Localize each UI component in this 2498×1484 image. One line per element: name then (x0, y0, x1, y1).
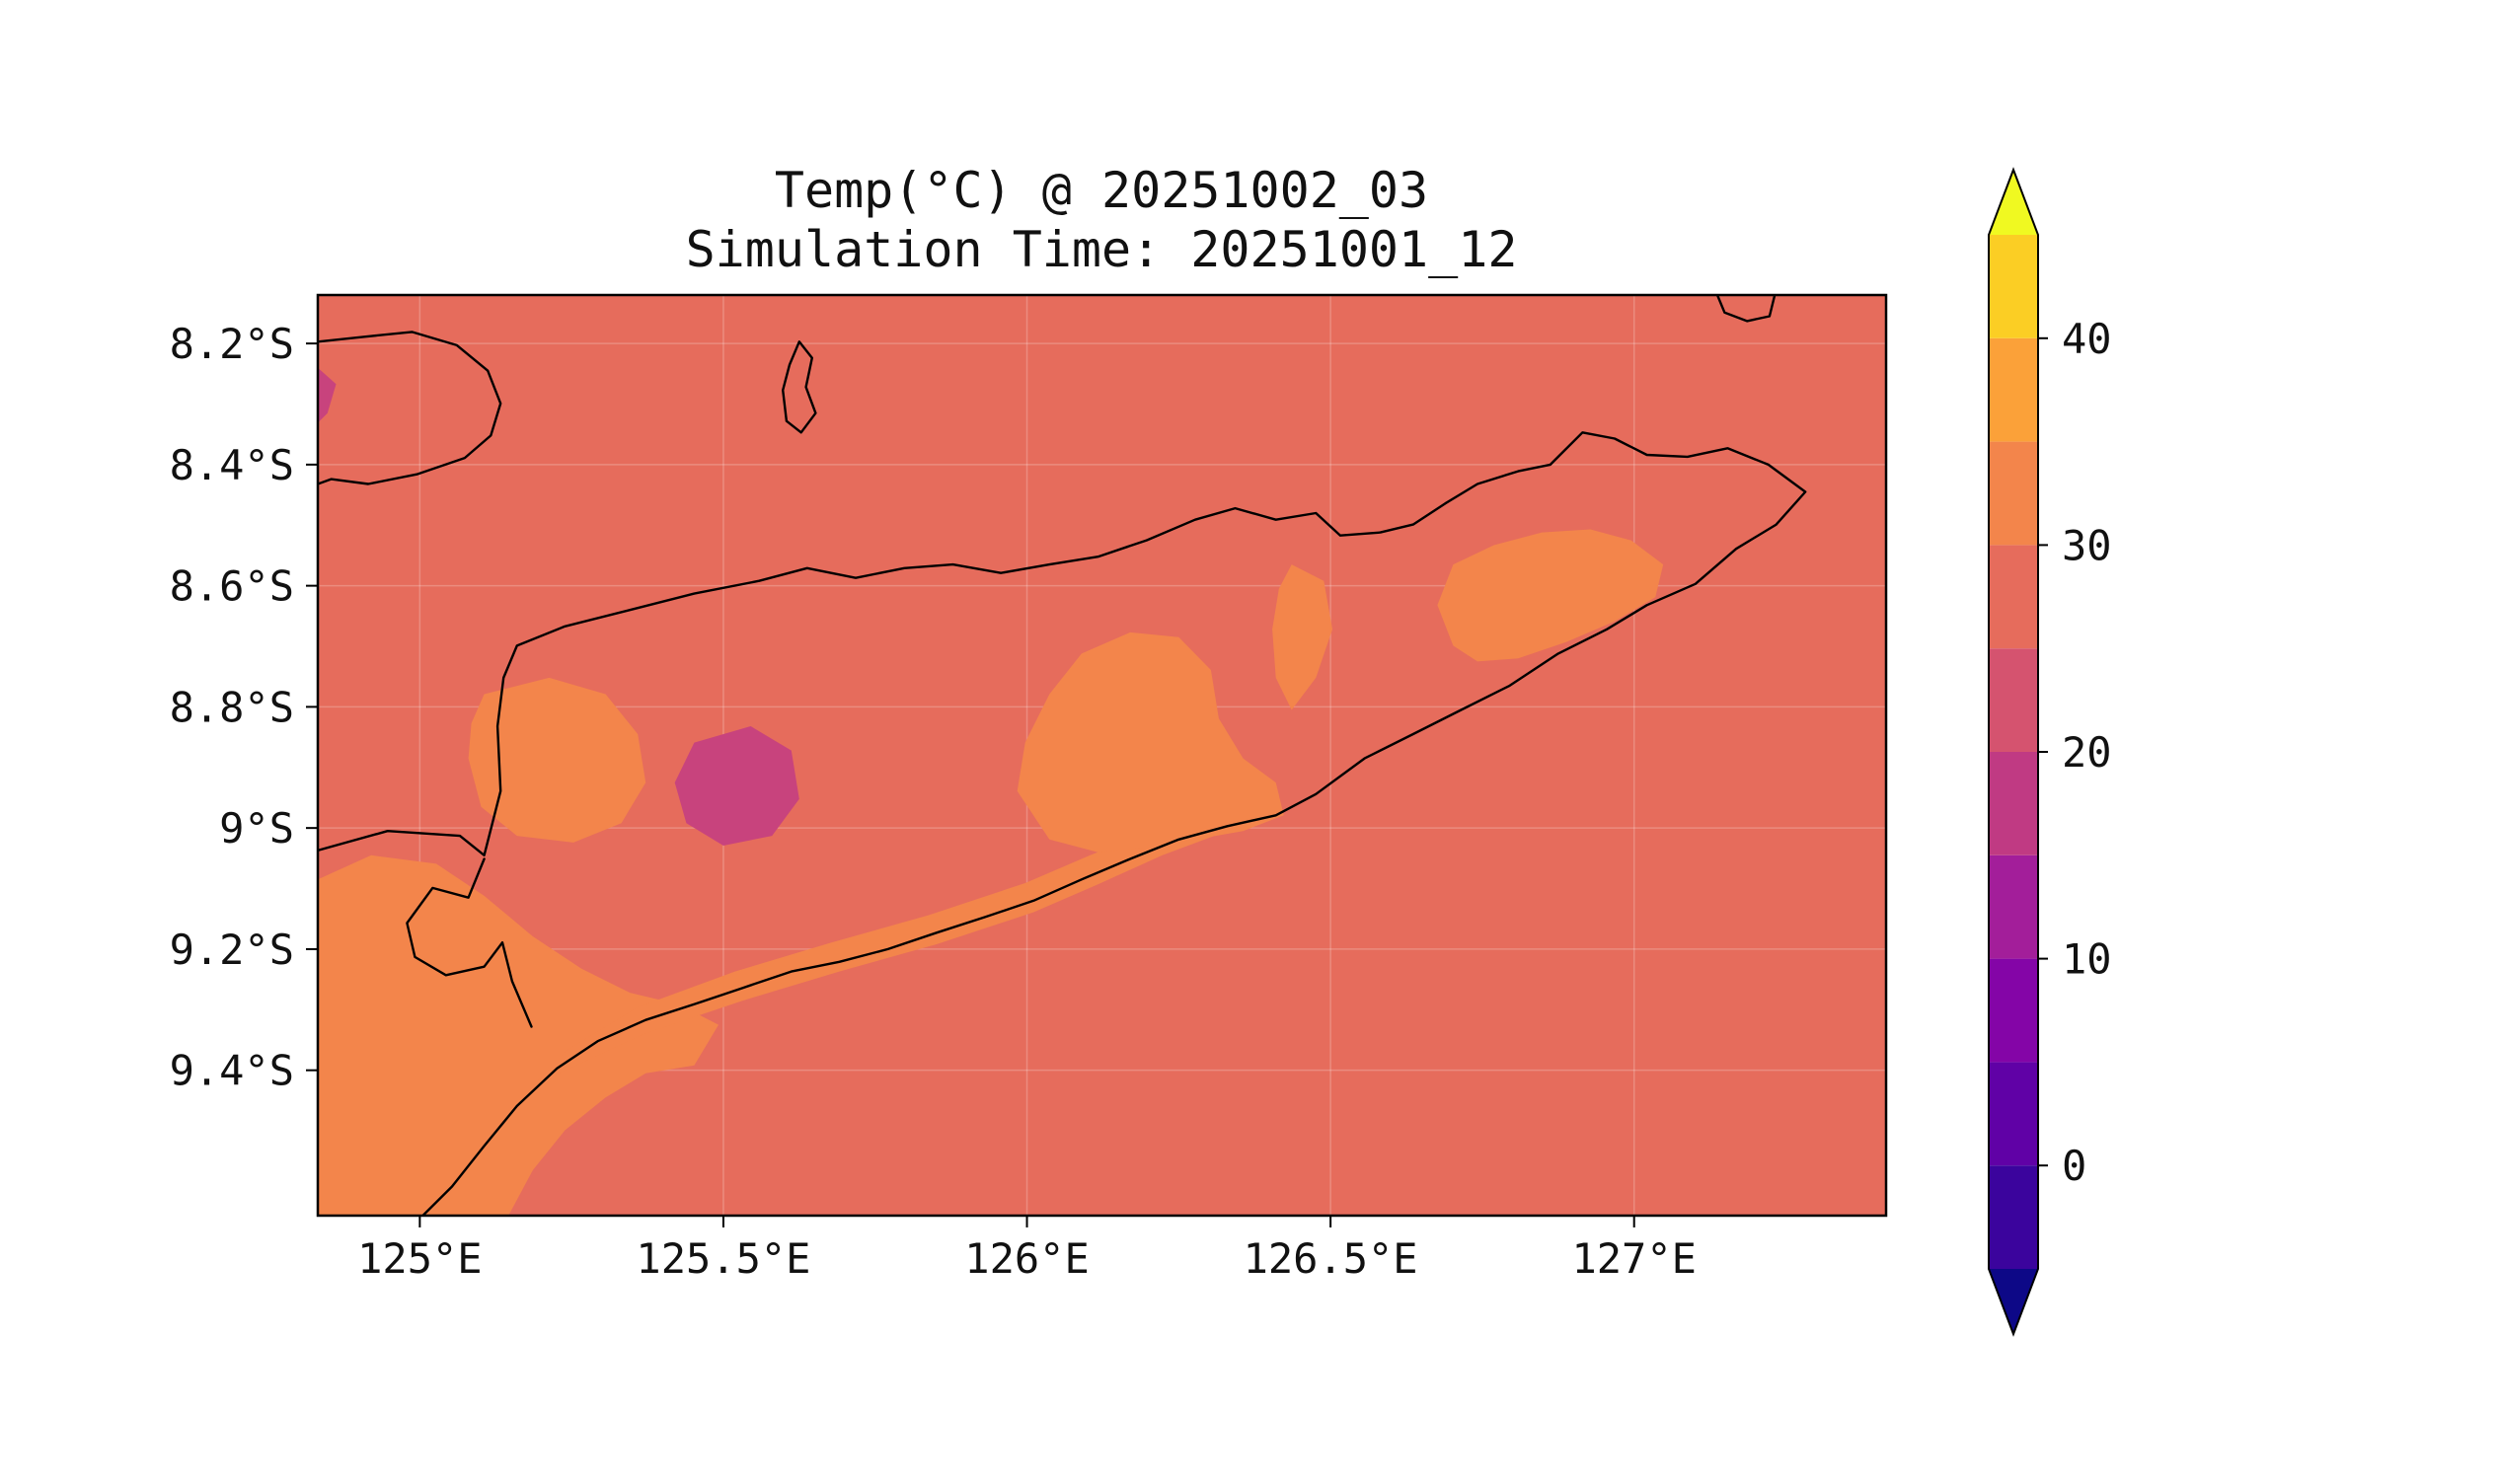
temp-region-orange-northeast (1437, 529, 1664, 662)
map-area (318, 295, 1886, 1216)
figure-title-line2: Simulation Time: 20251001_12 (686, 221, 1518, 278)
coastline-kupang-bay-hook (406, 857, 533, 1028)
colorbar-band (1989, 337, 2038, 442)
colorbar-tick-label: 40 (2062, 315, 2112, 363)
coastline-timor-main (318, 431, 1807, 1216)
colorbar-tick-label: 20 (2062, 728, 2112, 777)
y-tick-label: 9°S (219, 804, 294, 853)
coastline-atauro-island (782, 340, 817, 434)
colorbar-under-arrow (1989, 1269, 2038, 1334)
temp-region-orange-central (1017, 631, 1284, 853)
y-tick-label: 8.8°S (170, 683, 294, 731)
temp-region-orange-north-sliver (1272, 564, 1332, 710)
colorbar-band (1989, 648, 2038, 752)
temp-region-orange-south-coast-band (532, 793, 1279, 1085)
colorbar-tick-label: 30 (2062, 521, 2112, 569)
x-tick-label: 125°E (357, 1234, 482, 1283)
colorbar-band (1989, 545, 2038, 649)
y-tick-label: 8.2°S (170, 320, 294, 368)
colorbar-band (1989, 752, 2038, 855)
y-tick-label: 8.4°S (170, 441, 294, 489)
colorbar-tick-label: 0 (2062, 1142, 2086, 1190)
y-tick-label: 9.2°S (170, 926, 294, 974)
figure-title-line1: Temp(°C) @ 20251002_03 (775, 162, 1428, 219)
temp-region-cool-sliver-west-edge (318, 367, 337, 423)
x-tick-label: 125.5°E (636, 1234, 810, 1283)
colorbar-band (1989, 441, 2038, 546)
x-tick-label: 126°E (964, 1234, 1089, 1283)
y-tick-label: 9.4°S (170, 1047, 294, 1095)
temp-region-cool-spot-central (674, 726, 799, 846)
colorbar-band (1989, 1062, 2038, 1166)
temp-region-orange-nw-interior (468, 677, 646, 843)
temp-region-orange-southwest (318, 854, 719, 1216)
plot-border (316, 293, 1888, 1218)
colorbar-tick-label: 10 (2062, 935, 2112, 984)
colorbar-band (1989, 958, 2038, 1063)
x-tick-label: 127°E (1571, 1234, 1696, 1283)
coastline-alor-east-tip (318, 331, 502, 485)
coastline-wetar-fragment (1715, 295, 1777, 323)
colorbar-band (1989, 235, 2038, 338)
y-tick-label: 8.6°S (170, 562, 294, 611)
colorbar-over-arrow (1989, 170, 2038, 235)
colorbar-band (1989, 1165, 2038, 1269)
colorbar-outline (1988, 167, 2039, 1337)
colorbar-band (1989, 854, 2038, 959)
x-tick-label: 126.5°E (1244, 1234, 1418, 1283)
